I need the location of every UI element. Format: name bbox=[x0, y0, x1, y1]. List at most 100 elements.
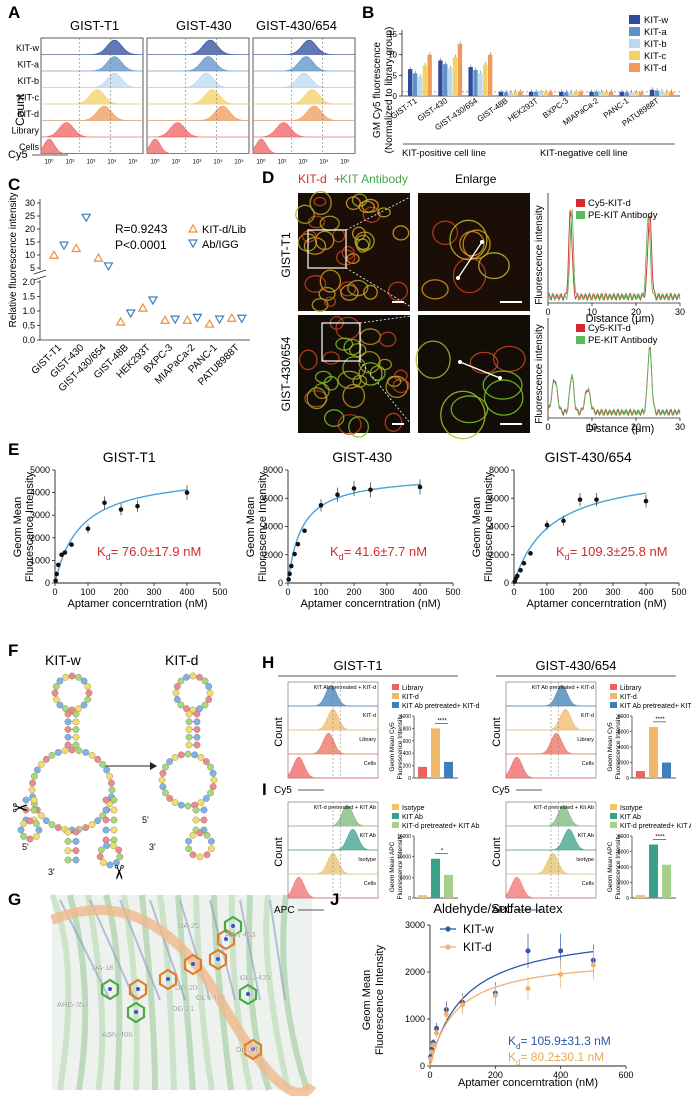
flow-row-label: KIT Ab bbox=[578, 833, 594, 839]
cell-membrane bbox=[462, 229, 491, 260]
panel-b-legend-swatch bbox=[629, 39, 640, 48]
flow-xlabel: APC bbox=[274, 905, 295, 916]
three-prime-label: 3' bbox=[48, 867, 55, 877]
panel-b-bar bbox=[639, 92, 644, 96]
cell-membrane bbox=[298, 349, 318, 371]
nucleotide bbox=[200, 806, 208, 814]
panel-a-histogram bbox=[253, 122, 355, 138]
panel-j-xlabel: Aptamer concerntration (nM) bbox=[458, 1077, 598, 1089]
panel-b-y-tick-label: 5 bbox=[393, 71, 398, 80]
panel-a-histogram bbox=[147, 56, 249, 72]
flow-bar-y-tick-label: 10000 bbox=[397, 855, 411, 861]
flow-row-label: Cells bbox=[582, 881, 594, 887]
nucleotide bbox=[97, 846, 105, 854]
profile-legend-label: PE-KIT Antibody bbox=[588, 335, 658, 346]
panel-c-point-ab bbox=[103, 262, 114, 272]
cell-membrane bbox=[392, 225, 410, 241]
flow-legend-swatch bbox=[392, 804, 399, 810]
flow-legend-swatch bbox=[610, 693, 617, 699]
panel-b-bar bbox=[408, 69, 413, 96]
panel-e-y-tick-label: 5000 bbox=[30, 465, 50, 475]
nucleotide bbox=[52, 696, 60, 703]
profile-x-tick-label: 10 bbox=[587, 307, 597, 317]
panel-a-histogram bbox=[253, 39, 355, 55]
kd-sub: d bbox=[339, 552, 344, 562]
panel-e-x-tick-label: 400 bbox=[638, 587, 653, 597]
protein-ribbon bbox=[211, 894, 234, 1091]
flow-legend-swatch bbox=[392, 693, 399, 699]
cell-membrane bbox=[355, 234, 371, 250]
cell-membrane bbox=[469, 351, 499, 374]
residue-stick bbox=[208, 948, 228, 971]
flow-ylabel: Count bbox=[273, 837, 285, 866]
panel-a-tick: 10⁵ bbox=[234, 159, 244, 166]
protein-ribbon bbox=[263, 894, 291, 1091]
panel-b-bar bbox=[594, 91, 599, 96]
atom bbox=[136, 987, 140, 991]
residue-stick bbox=[243, 1038, 263, 1061]
panel-b-legend-swatch bbox=[629, 63, 640, 72]
panel-e-x-tick-label: 500 bbox=[212, 587, 227, 597]
kd-k: K bbox=[508, 1034, 516, 1048]
cell-membrane bbox=[369, 365, 386, 381]
cell-membrane bbox=[306, 387, 327, 410]
kd-sub: d bbox=[106, 552, 111, 562]
panel-c-point-ab bbox=[214, 315, 225, 325]
nucleotide bbox=[185, 845, 192, 853]
nucleotide bbox=[26, 835, 34, 843]
panel-e-point bbox=[85, 526, 91, 532]
nucleotide bbox=[205, 696, 213, 703]
panel-b-bar bbox=[578, 91, 583, 96]
flow-legend-swatch bbox=[392, 822, 399, 828]
panel-h-content: GIST-T1 Count KIT Ab pretreated + KIT-d KIT… bbox=[273, 658, 691, 796]
panel-c-legend-label: KIT-d/Lib bbox=[202, 224, 246, 236]
panel-b-bar bbox=[543, 91, 548, 96]
panel-b-bar bbox=[664, 91, 669, 96]
panel-a-tick: 10⁰ bbox=[150, 159, 160, 166]
profile-legend-swatch bbox=[576, 324, 585, 332]
protein-ribbon bbox=[85, 894, 106, 1091]
cell-membrane bbox=[421, 279, 449, 300]
nucleotide bbox=[72, 726, 80, 733]
nucleotide bbox=[72, 828, 80, 836]
nucleotide bbox=[80, 677, 88, 685]
nucleotide bbox=[64, 718, 72, 726]
nucleotide bbox=[172, 689, 180, 697]
profile-legend-label: Cy5-KIT-d bbox=[588, 323, 631, 334]
panel-c-point-ab bbox=[125, 309, 136, 319]
panel-e-x-tick-label: 200 bbox=[572, 587, 587, 597]
panel-f-left-title: KIT-w bbox=[45, 652, 82, 668]
panel-e-x-tick-label: 100 bbox=[313, 587, 328, 597]
flow-bar bbox=[431, 858, 440, 898]
nucleotide bbox=[75, 747, 83, 754]
flow-bar-y-tick-label: 6000 bbox=[618, 850, 629, 856]
panel-e-y-tick-label: 4000 bbox=[263, 522, 283, 532]
nucleotide bbox=[64, 726, 72, 733]
panel-a-histogram bbox=[147, 72, 249, 88]
panel-c-point-ab bbox=[58, 241, 70, 251]
profile-x-tick-label: 20 bbox=[631, 307, 641, 317]
panel-b-bar bbox=[624, 92, 629, 96]
panel-e-y-tick-label: 8000 bbox=[263, 465, 283, 475]
flow-legend-label: KIT-d pretreated+ KIT Ab bbox=[620, 823, 691, 830]
panel-c-point-ab bbox=[236, 314, 247, 324]
panel-d-letter: D bbox=[262, 168, 274, 187]
nucleotide bbox=[162, 763, 169, 771]
nucleotide bbox=[56, 677, 64, 685]
panel-e-point bbox=[59, 552, 64, 558]
panel-b: B GM Cy5 fluorescence (Normalized to lib… bbox=[362, 3, 680, 159]
panel-c: C Relative fluorescence intensity R=0.92… bbox=[8, 175, 250, 394]
flow-bar-y-tick-label: 6000 bbox=[618, 730, 629, 736]
panel-d-ylabel: Fluorescence intensity bbox=[534, 324, 545, 424]
zoom-line bbox=[345, 192, 419, 231]
panel-e-point bbox=[643, 498, 649, 504]
nucleotide bbox=[68, 746, 76, 754]
panel-c-y-tick-label: 20 bbox=[25, 224, 35, 234]
panel-g-letter: G bbox=[8, 890, 21, 909]
nucleotide bbox=[201, 701, 209, 709]
panel-e-y-tick-label: 8000 bbox=[489, 465, 509, 475]
panel-j-point bbox=[590, 962, 596, 968]
nucleotide bbox=[116, 853, 124, 861]
panel-a-histogram bbox=[41, 72, 143, 88]
